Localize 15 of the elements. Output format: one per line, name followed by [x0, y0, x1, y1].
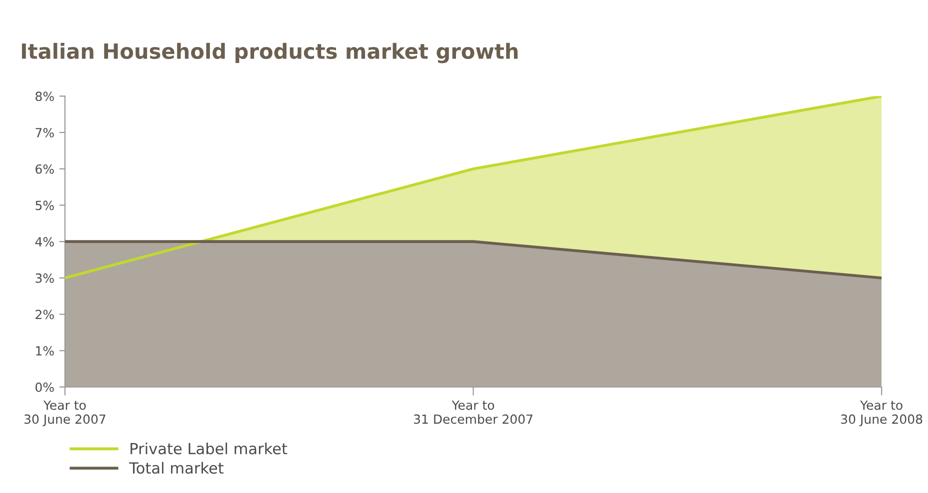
y-tick-label: 7%: [36, 128, 54, 138]
legend-label: Total market: [129, 462, 224, 474]
x-tick-label: Year to 31 December 2007: [414, 400, 532, 424]
y-tick-label: 3%: [36, 273, 54, 283]
legend-label: Private Label market: [130, 442, 288, 454]
y-tick-label: 8%: [36, 92, 54, 102]
x-tick-label: Year to 30 June 2008: [841, 400, 922, 426]
y-tick-label: 5%: [36, 200, 54, 210]
y-tick-label: 2%: [36, 310, 54, 320]
y-tick-label: 0%: [36, 382, 54, 392]
y-tick-label: 4%: [35, 237, 54, 246]
y-tick-label: 6%: [36, 164, 54, 174]
y-tick-label: 1%: [36, 346, 54, 356]
x-tick-label: Year to 30 June 2007: [24, 400, 106, 426]
chart-title: Italian Household products market growth: [22, 42, 518, 64]
